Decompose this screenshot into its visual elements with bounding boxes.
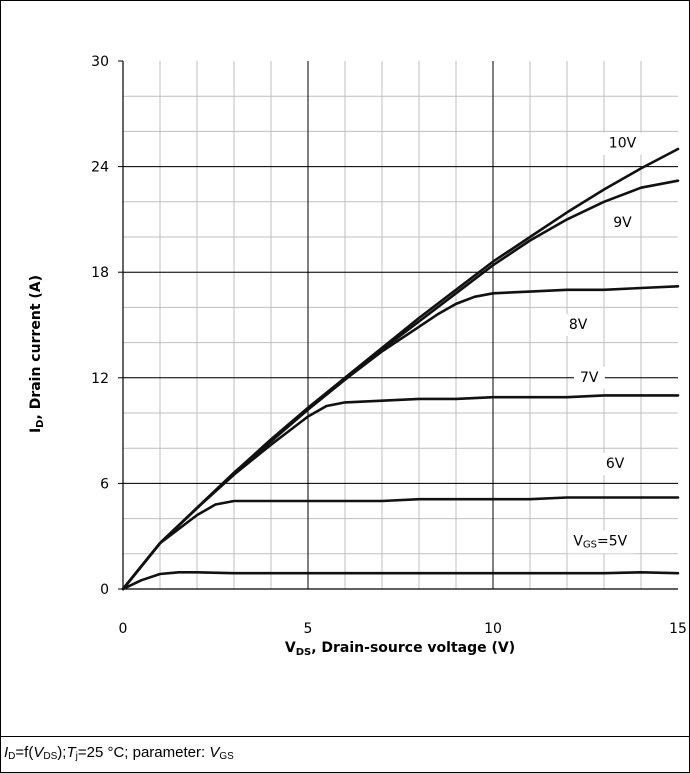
x-tick-label: 5 bbox=[304, 621, 313, 637]
curve-7v bbox=[121, 394, 680, 591]
y-tick-label: 6 bbox=[100, 476, 109, 492]
y-tick-label: 24 bbox=[91, 160, 109, 176]
tick-labels: 0 5 10 15 0 6 12 18 24 30 bbox=[91, 54, 687, 637]
curve-label: 9V bbox=[613, 215, 632, 231]
output-characteristics-chart: 10V 9V 8V 7V 6V VGS=5V 0 5 10 15 0 6 12 18 24 30 VDS, … bbox=[28, 54, 687, 658]
label-group: 6V bbox=[599, 453, 631, 476]
x-axis-label: VDS, Drain-source voltage (V) bbox=[285, 640, 515, 658]
y-tick-label: 18 bbox=[91, 265, 109, 281]
label-group: VGS=5V bbox=[567, 530, 634, 554]
caption-divider bbox=[0, 736, 690, 737]
curve-label: VGS=5V bbox=[573, 533, 627, 550]
label-group: 9V bbox=[607, 211, 639, 234]
curves bbox=[121, 147, 680, 591]
y-tick-label: 12 bbox=[91, 371, 109, 387]
curve-label: 10V bbox=[609, 136, 637, 152]
x-tick-label: 0 bbox=[119, 621, 128, 637]
curve-6v bbox=[121, 496, 680, 591]
label-group: 10V bbox=[602, 132, 643, 155]
curve-label: 8V bbox=[569, 317, 588, 333]
y-tick-label: 0 bbox=[100, 582, 109, 598]
figure-caption: ID=f(VDS);Tj=25 °C; parameter: VGS bbox=[4, 744, 234, 762]
label-background bbox=[607, 211, 639, 234]
curve-labels: 10V 9V 8V 7V 6V VGS=5V bbox=[562, 132, 643, 554]
y-axis-label: ID, Drain current (A) bbox=[28, 275, 46, 433]
curve-label: 7V bbox=[580, 370, 599, 386]
curve-vgs=5v bbox=[121, 571, 680, 591]
label-background bbox=[567, 530, 634, 554]
curve-label: 6V bbox=[606, 456, 625, 472]
label-background bbox=[602, 132, 643, 155]
x-tick-label: 10 bbox=[484, 621, 502, 637]
y-tick-label: 30 bbox=[91, 54, 109, 70]
x-tick-label: 15 bbox=[669, 621, 687, 637]
label-background bbox=[562, 314, 594, 336]
grid bbox=[118, 60, 678, 590]
label-background bbox=[573, 366, 605, 389]
label-background bbox=[599, 453, 631, 476]
label-group: 8V bbox=[562, 314, 594, 336]
label-group: 7V bbox=[573, 366, 605, 389]
